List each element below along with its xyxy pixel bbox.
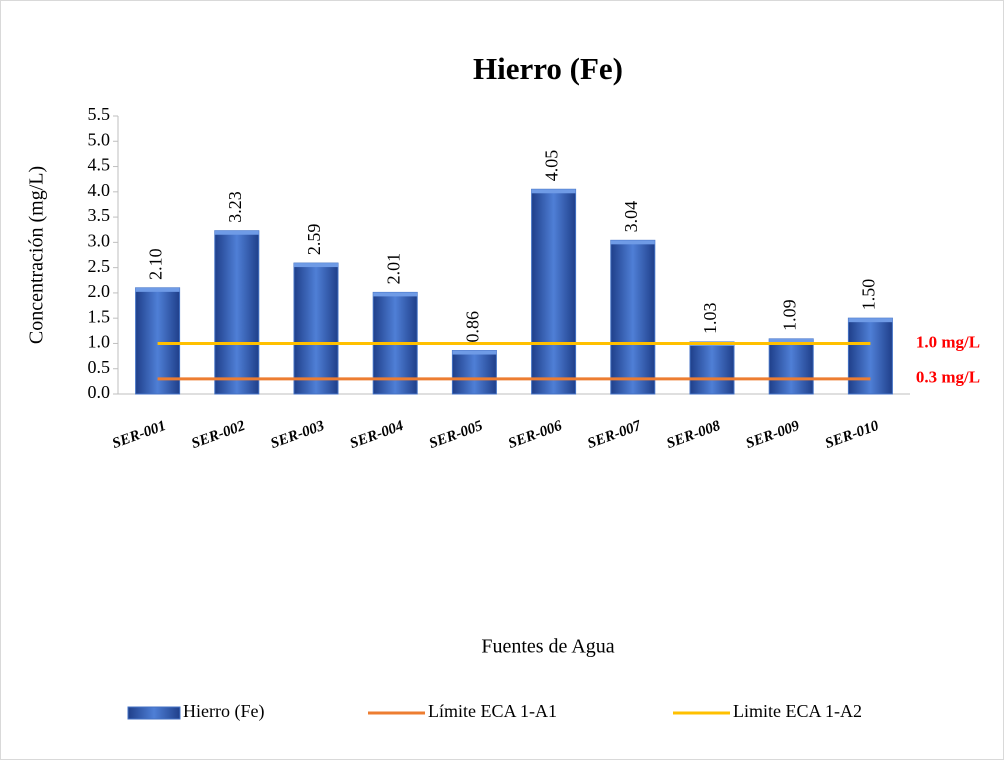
data-label: 0.86 — [463, 311, 483, 343]
annotation: 1.0 mg/L — [916, 332, 980, 351]
y-tick-label: 0.0 — [88, 382, 111, 402]
legend-label: Limite ECA 1-A2 — [733, 701, 862, 721]
y-tick-label: 1.0 — [88, 332, 111, 352]
bar — [293, 262, 339, 395]
data-label: 2.10 — [146, 248, 166, 280]
bar — [689, 341, 735, 395]
data-label: 1.03 — [700, 302, 720, 334]
x-axis-title: Fuentes de Agua — [481, 636, 614, 658]
bar — [451, 350, 497, 395]
bar — [610, 239, 656, 395]
y-tick-label: 0.5 — [88, 357, 111, 377]
bar-top — [214, 230, 259, 235]
y-tick-label: 2.0 — [88, 281, 111, 301]
data-label: 2.01 — [383, 253, 403, 285]
bar — [214, 230, 260, 395]
legend-label: Hierro (Fe) — [183, 701, 264, 722]
data-label: 2.59 — [304, 224, 324, 256]
data-label: 1.09 — [779, 299, 799, 331]
y-tick-label: 5.5 — [88, 104, 111, 124]
bar-top — [769, 338, 814, 343]
data-label: 1.50 — [859, 279, 879, 311]
legend-label: Límite ECA 1-A1 — [428, 701, 557, 721]
bar-top — [848, 318, 893, 323]
bar-top — [452, 350, 497, 355]
bar-top — [610, 240, 655, 245]
annotation: 0.3 mg/L — [916, 368, 980, 387]
y-tick-label: 4.5 — [88, 155, 111, 175]
bar-top — [294, 263, 338, 268]
data-label: 4.05 — [542, 150, 562, 182]
data-label: 3.04 — [621, 201, 641, 233]
y-axis-title: Concentración (mg/L) — [26, 166, 48, 344]
chart-title: Hierro (Fe) — [473, 51, 623, 86]
y-tick-label: 4.0 — [88, 180, 111, 200]
bar — [768, 338, 814, 395]
y-tick-label: 5.0 — [88, 129, 111, 149]
y-tick-label: 2.5 — [88, 256, 111, 276]
y-tick-label: 3.5 — [88, 205, 111, 225]
bar — [531, 188, 577, 395]
bar-top — [135, 287, 180, 292]
y-tick-label: 1.5 — [88, 306, 111, 326]
y-tick-label: 3.0 — [88, 230, 111, 250]
legend-swatch — [127, 706, 181, 720]
bar-top — [373, 292, 418, 297]
bar-top — [531, 189, 576, 194]
data-label: 3.23 — [225, 191, 245, 222]
bar — [135, 287, 181, 395]
bar — [847, 317, 893, 395]
